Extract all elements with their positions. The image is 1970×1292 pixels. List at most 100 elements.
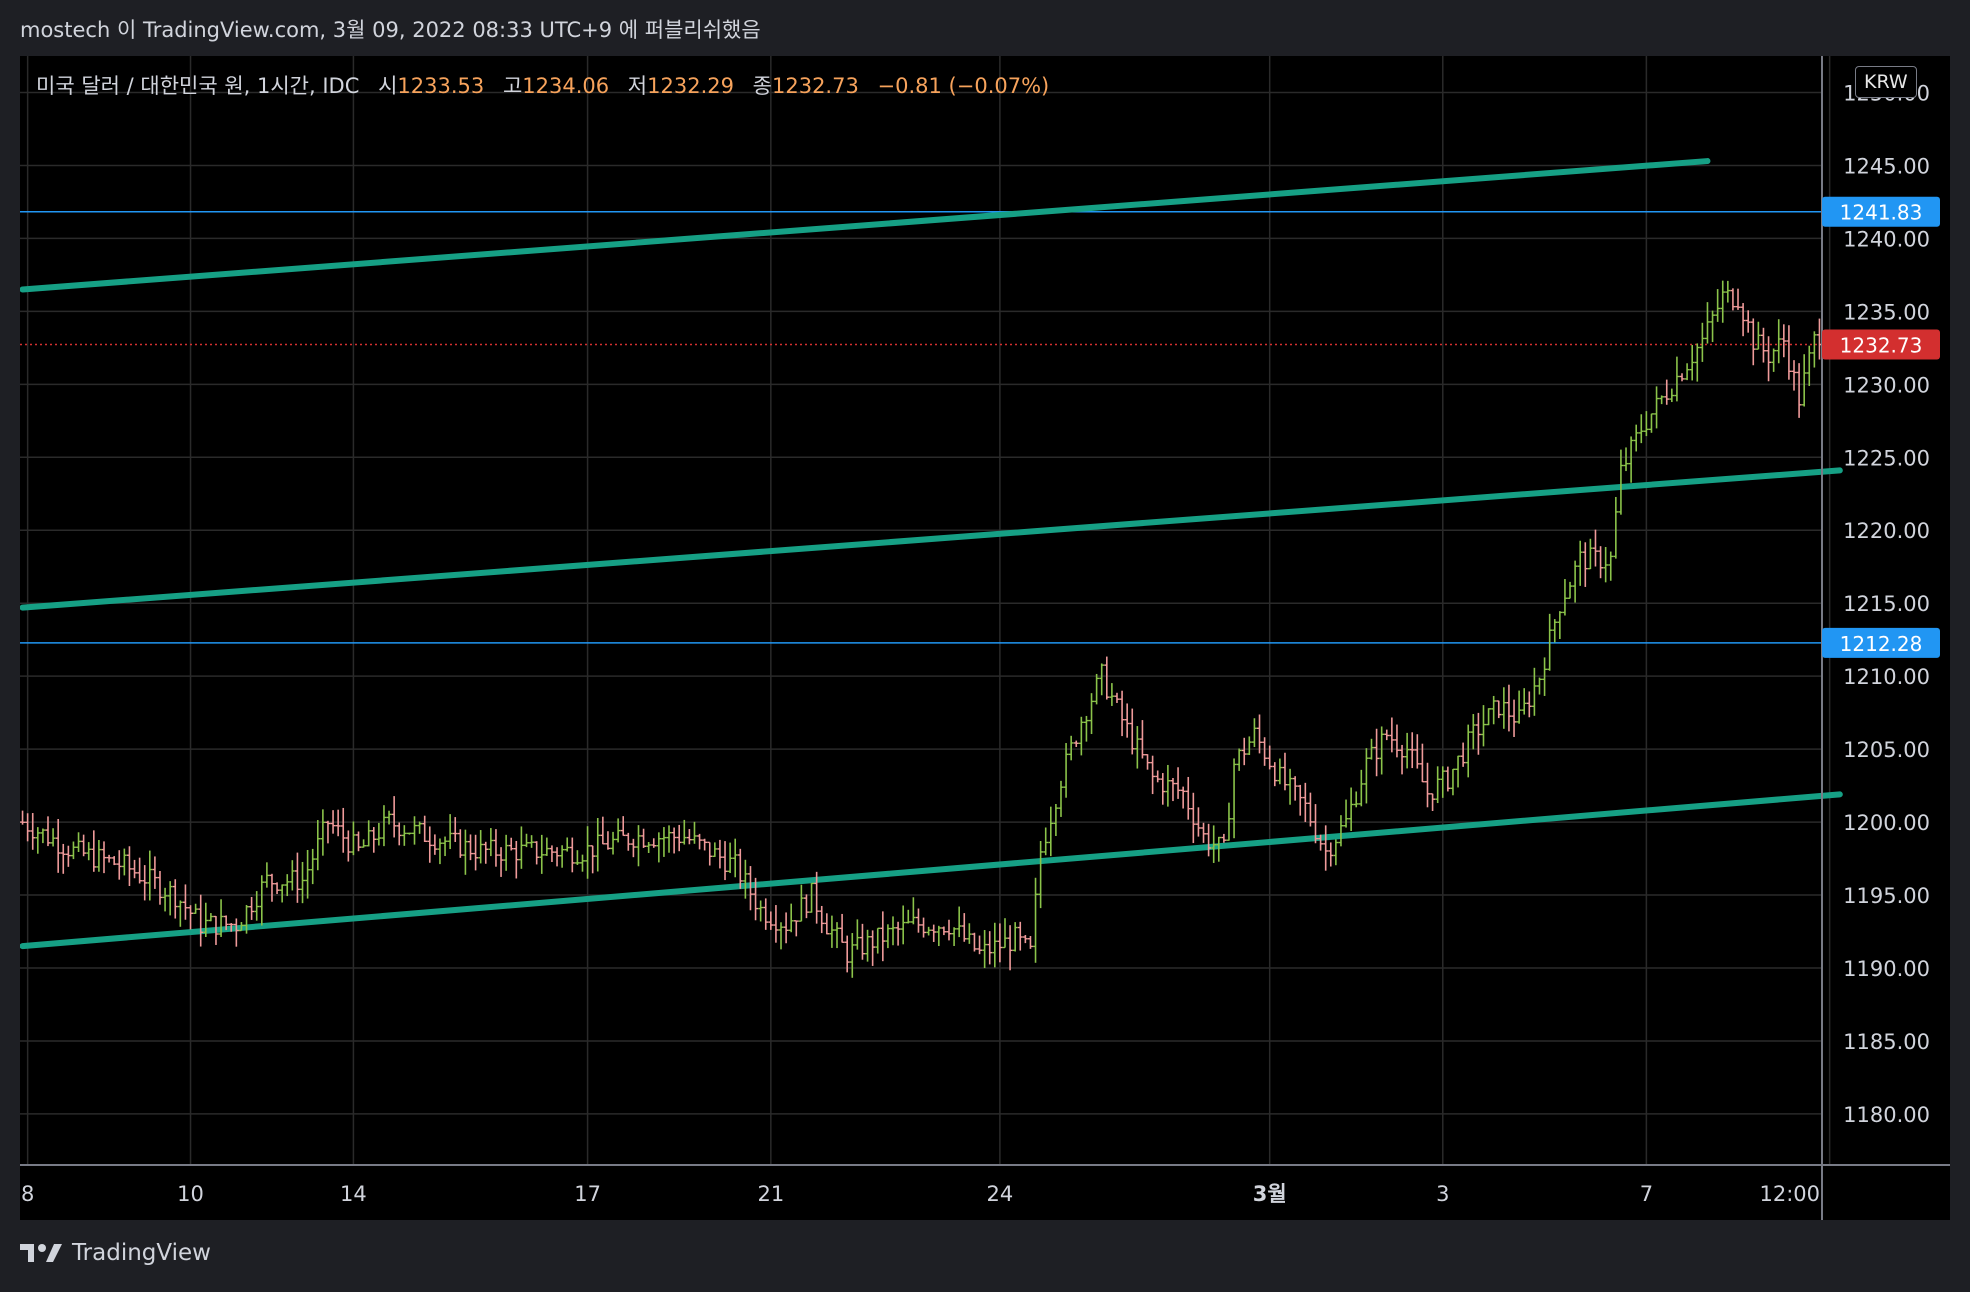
ohlc-bar (50, 828, 56, 847)
ohlc-bar (518, 826, 524, 869)
ohlc-bar (101, 841, 107, 874)
footer: TradingView (20, 1240, 211, 1266)
ohlc-bar (381, 805, 387, 847)
ohlc-bar (1160, 773, 1166, 805)
ohlc-bar (839, 913, 845, 943)
ohlc-bar (1145, 754, 1151, 770)
legend-high-label: 고 (502, 74, 523, 98)
price-chart[interactable]: 1180.00 1185.00 1190.00 1195.00 1200.00 1205.… (20, 56, 1950, 1220)
ohlc-bar (1231, 758, 1237, 839)
y-tick-label: 1190.00 (1843, 957, 1930, 981)
ohlc-bar (70, 841, 76, 860)
ohlc-bar (513, 840, 519, 879)
ohlc-bars-layer (20, 280, 1822, 978)
ohlc-bar (468, 834, 473, 861)
ohlc-bar (1465, 724, 1471, 778)
ohlc-bar (1460, 742, 1466, 767)
ohlc-bar (483, 841, 489, 864)
ohlc-bar (600, 816, 606, 845)
ohlc-bar (60, 843, 66, 874)
ohlc-bar (1078, 716, 1084, 756)
ohlc-bar (228, 923, 234, 932)
ohlc-bar (809, 882, 815, 913)
horizontal-lines-layer (20, 210, 1822, 644)
ohlc-bar (1282, 752, 1288, 791)
ohlc-bar (1542, 657, 1548, 696)
ohlc-bar (549, 845, 555, 863)
ohlc-bar (747, 866, 753, 911)
symbol-legend[interactable]: 미국 달러 / 대한민국 원, 1시간, IDC 시1233.53 고1234.… (36, 70, 1049, 100)
ohlc-bar (534, 841, 540, 865)
legend-low-label: 저 (627, 74, 648, 98)
ohlc-bar (1374, 728, 1380, 777)
ohlc-bar (569, 837, 575, 873)
ohlc-bar (1394, 724, 1400, 758)
ohlc-bar (462, 829, 468, 875)
ohlc-bar (1470, 714, 1476, 750)
author-name[interactable]: mostech (20, 18, 111, 42)
ohlc-bar (1424, 762, 1430, 808)
chart-frame[interactable]: 1180.00 1185.00 1190.00 1195.00 1200.00 1205.… (20, 56, 1950, 1220)
grid-layer (20, 56, 1831, 1165)
ohlc-bar (1430, 793, 1436, 811)
ohlc-bar (1313, 804, 1319, 844)
ohlc-bar (921, 917, 927, 938)
tradingview-logo-icon[interactable] (20, 1242, 64, 1264)
ohlc-bar (890, 916, 896, 946)
ohlc-bar (1236, 748, 1242, 771)
ohlc-bar (1603, 546, 1609, 583)
ohlc-bar (849, 933, 855, 978)
ohlc-bar (1557, 611, 1563, 640)
ohlc-bar (1526, 691, 1532, 718)
ohlc-bar (1318, 834, 1324, 851)
ohlc-bar (1297, 784, 1303, 816)
y-tick-label: 1195.00 (1843, 884, 1930, 908)
ohlc-bar (1664, 379, 1670, 405)
ohlc-bar (1338, 815, 1344, 847)
ohlc-bar (1501, 687, 1507, 729)
ohlc-bar (345, 830, 351, 862)
ohlc-bar (182, 884, 188, 920)
trend-line (20, 158, 1711, 293)
ohlc-bar (819, 905, 825, 934)
ohlc-bar (1109, 683, 1115, 706)
ohlc-bar (361, 839, 367, 848)
legend-low-value: 1232.29 (647, 74, 734, 98)
ohlc-bar (1613, 496, 1619, 559)
ohlc-bar (1684, 363, 1690, 381)
ohlc-bar (371, 827, 377, 853)
ohlc-bar (177, 900, 183, 927)
ohlc-bar (1216, 836, 1222, 862)
currency-badge[interactable]: KRW (1855, 66, 1917, 98)
ohlc-bar (941, 926, 947, 936)
ohlc-bar (1511, 699, 1517, 737)
ohlc-bar (1618, 449, 1624, 515)
hline-price-tag (1822, 627, 1940, 658)
ohlc-bar (1139, 720, 1145, 759)
ohlc-bar (376, 822, 382, 846)
ohlc-bar (763, 898, 769, 930)
ohlc-bar (1699, 322, 1705, 362)
ohlc-bar (554, 847, 560, 867)
ohlc-bar (1766, 336, 1772, 382)
ohlc-bar (539, 834, 545, 874)
ohlc-bar (773, 905, 779, 943)
ohlc-bar (325, 820, 331, 844)
ohlc-bar (732, 838, 738, 878)
ohlc-bar (1750, 318, 1756, 366)
ohlc-bar (1180, 786, 1186, 809)
ohlc-bar (1287, 768, 1293, 805)
ohlc-bar (585, 826, 591, 879)
ohlc-bar (722, 841, 728, 881)
ohlc-bar (1725, 280, 1731, 303)
ohlc-bar (1389, 717, 1395, 753)
ohlc-bar (289, 860, 295, 891)
ohlc-bar (1623, 447, 1629, 472)
ohlc-bar (1404, 732, 1410, 769)
footer-brand[interactable]: TradingView (72, 1240, 211, 1266)
ohlc-bar (1414, 734, 1420, 769)
ohlc-bar (1241, 737, 1247, 766)
ohlc-bar (1486, 708, 1492, 726)
hline-price-label: 1212.28 (1840, 632, 1923, 656)
legend-change: −0.81 (−0.07%) (877, 74, 1050, 98)
